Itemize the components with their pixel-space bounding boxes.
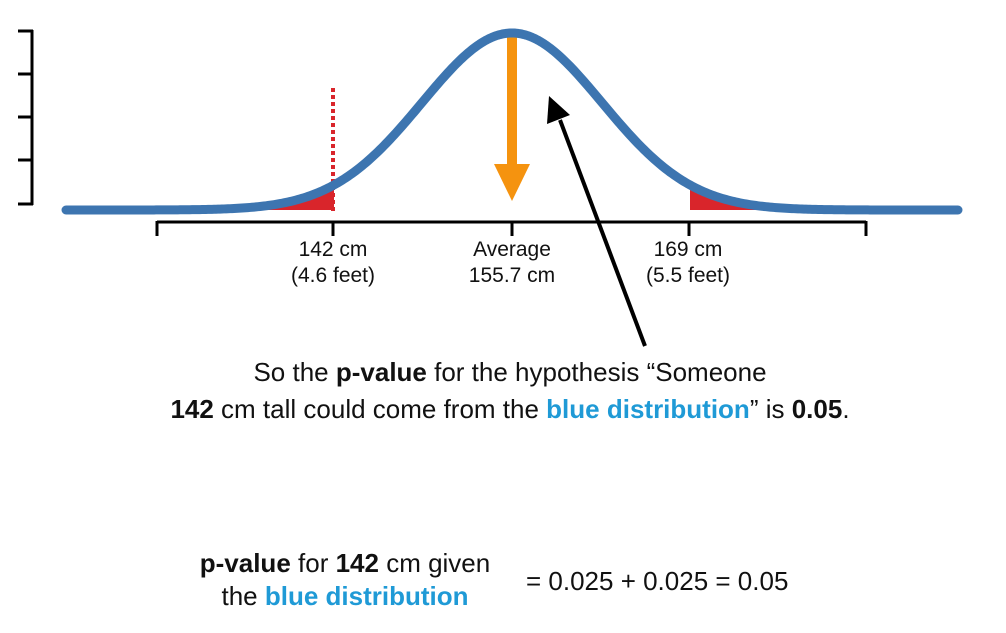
tick-label-142cm: 142 cm (4.6 feet) [268,237,398,289]
caption-text-4: ” is [749,394,792,424]
average-arrow [494,36,530,201]
y-axis [18,29,34,206]
formula-blue-distribution: blue distribution [264,581,469,611]
tick-label-average: Average 155.7 cm [447,237,577,289]
caption-text-1: So the [253,357,336,387]
x-axis [155,220,868,236]
formula-p-value: p-value [199,548,291,578]
formula-text-1: for [290,548,336,578]
tick-label-142cm-line1: 142 cm [298,238,368,261]
pointer-arrow [547,96,647,347]
caption-text-3: cm tall could come from the [213,394,547,424]
tick-label-169cm-line1: 169 cm [653,238,723,261]
caption-blue-distribution: blue distribution [546,394,750,424]
caption-text-2: for the hypothesis “Someone [426,357,767,387]
bell-curve [61,28,963,215]
formula-text-2: cm given [378,548,491,578]
caption-142: 142 [170,394,214,424]
formula-result: = 0.025 + 0.025 = 0.05 [526,566,789,596]
tick-label-169cm-line2: (5.5 feet) [645,264,731,287]
tick-label-average-line2: 155.7 cm [468,264,556,287]
tick-label-169cm: 169 cm (5.5 feet) [623,237,753,289]
caption-0-05: 0.05 [791,394,843,424]
formula-text-3: the [221,581,265,611]
formula-142: 142 [335,548,379,578]
caption-period: . [842,394,850,424]
p-value-caption: So the p-value for the hypothesis “Someo… [150,354,870,428]
tick-label-average-line1: Average [473,238,551,261]
tick-label-142cm-line2: (4.6 feet) [290,264,376,287]
formula-description: p-value for 142 cm given the blue distrib… [155,547,535,613]
caption-p-value: p-value [335,357,427,387]
